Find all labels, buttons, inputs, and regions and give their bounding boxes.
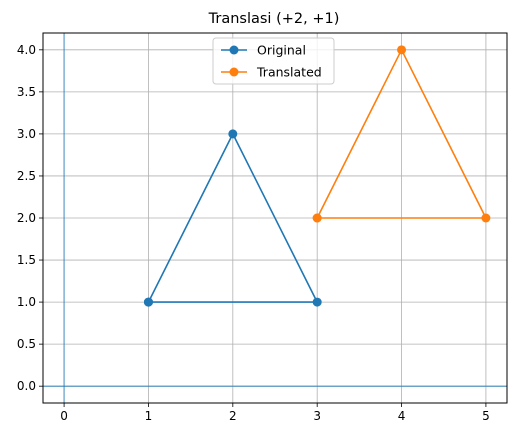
- y-tick-label-4: 2.0: [17, 211, 36, 225]
- y-tick-label-1: 0.5: [17, 337, 36, 351]
- y-tick-label-8: 4.0: [17, 43, 36, 57]
- legend-marker-1: [229, 67, 239, 77]
- legend-label-0: Original: [257, 43, 306, 58]
- axis-line-layer: [43, 33, 507, 403]
- y-tick-label-0: 0.0: [17, 379, 36, 393]
- series-0-point-3: [143, 297, 153, 307]
- x-tick-label-3: 3: [313, 409, 321, 423]
- legend-label-1: Translated: [256, 65, 322, 80]
- series-line-0: [147, 133, 318, 303]
- x-tick-label-1: 1: [145, 409, 153, 423]
- y-tick-label-7: 3.5: [17, 85, 36, 99]
- x-tick-label-2: 2: [229, 409, 237, 423]
- legend-marker-0: [229, 45, 239, 55]
- series-1-point-1: [397, 45, 407, 55]
- series-0-point-1: [228, 129, 238, 139]
- legend: Original Translated: [212, 37, 335, 85]
- y-tick-label-2: 1.0: [17, 295, 36, 309]
- y-tick-label-3: 1.5: [17, 253, 36, 267]
- tick-layer: 0 1 2 3 4 5 0.0 0.5 1.0 1.5 2.0 2.5 3.0 3.5 4.0: [17, 43, 490, 423]
- series-line-1: [316, 49, 487, 219]
- y-tick-label-6: 3.0: [17, 127, 36, 141]
- x-tick-label-4: 4: [398, 409, 406, 423]
- series-1-point-2: [481, 213, 491, 223]
- series-1-point-3: [312, 213, 322, 223]
- y-tick-label-5: 2.5: [17, 169, 36, 183]
- series-layer: [143, 45, 491, 307]
- chart-title: Translasi (+2, +1): [208, 11, 340, 27]
- x-tick-label-0: 0: [60, 409, 68, 423]
- series-0-point-2: [312, 297, 322, 307]
- x-tick-label-5: 5: [482, 409, 490, 423]
